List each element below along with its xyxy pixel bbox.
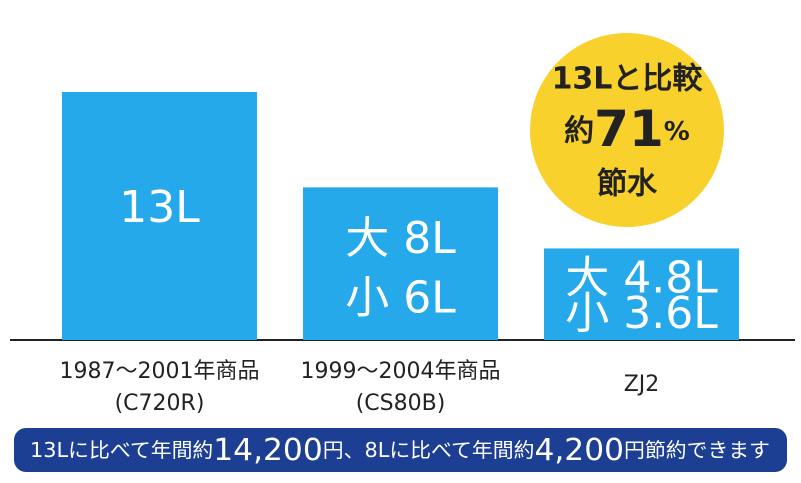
footer-banner (14, 428, 787, 472)
bar (62, 92, 257, 340)
badge-line2: 約71% (564, 100, 690, 158)
category-label: ZJ2 (624, 372, 660, 397)
value-label: 大 8L (345, 213, 456, 264)
badge-number: 71 (594, 100, 664, 158)
category-sublabel: (CS80B) (356, 391, 446, 416)
badge-prefix: 約 (564, 114, 594, 149)
category-label: 1987〜2001年商品 (60, 359, 260, 384)
footer-part: 14,200 (213, 433, 322, 468)
badge (530, 33, 724, 227)
value-label: 大 4.8L (565, 252, 718, 303)
footer-part: 円、8Lに比べて年間約 (323, 438, 535, 462)
value-label: 小 6L (345, 272, 456, 323)
category-label: 1999〜2004年商品 (301, 359, 501, 384)
footer-part: 円節約できます (624, 438, 770, 462)
value-label: 13L (119, 182, 200, 233)
bar (303, 187, 498, 340)
bar (544, 248, 739, 340)
footer-part: 13Lに比べて年間約 (30, 438, 213, 462)
badge-line3: 節水 (597, 167, 658, 202)
footer-part: 4,200 (534, 433, 624, 468)
category-sublabel: (C720R) (115, 391, 205, 416)
badge-unit: % (664, 117, 690, 147)
value-label: 小 3.6L (565, 288, 718, 339)
footer-text: 13Lに比べて年間約 14,200 円、8Lに比べて年間約 4,200 円節約できます (30, 433, 770, 468)
badge-line1: 13Lと比較 (552, 62, 704, 97)
